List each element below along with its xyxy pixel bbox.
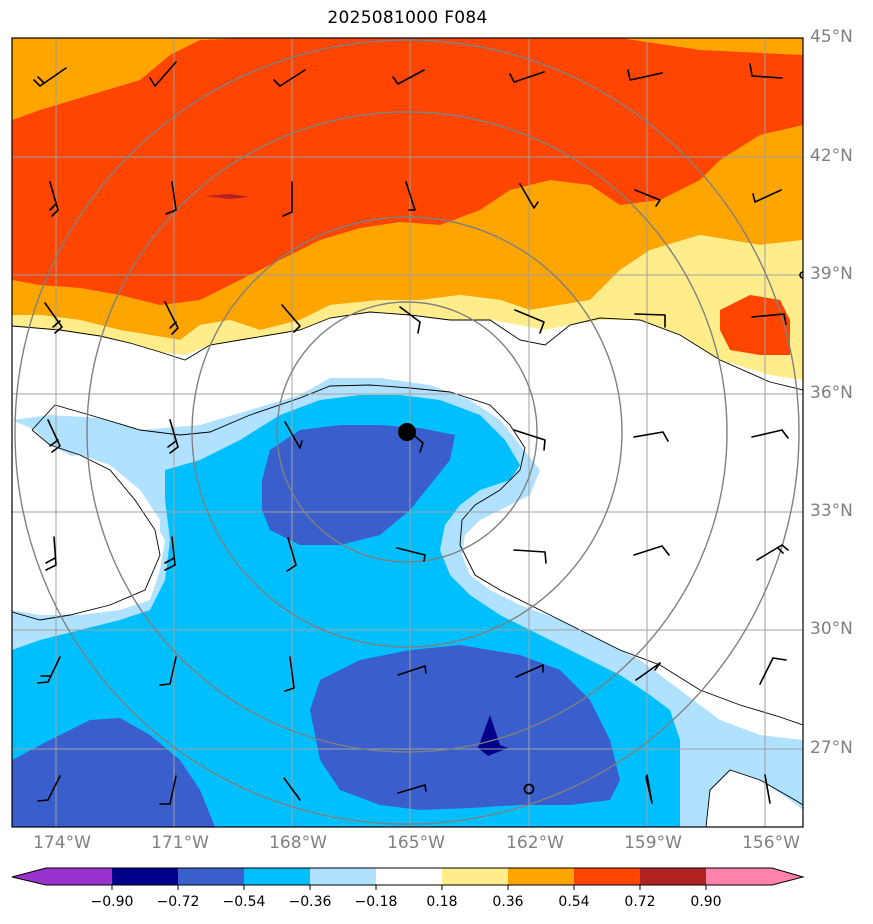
lat-label-36n: 36°N bbox=[810, 383, 853, 403]
field-redorange-patch bbox=[720, 295, 790, 355]
colorbar-tick-label: −0.36 bbox=[288, 894, 332, 910]
lon-label-174w: 174°W bbox=[33, 833, 91, 853]
center-marker bbox=[398, 423, 416, 441]
colorbar-tick-label: 0.90 bbox=[690, 894, 722, 910]
lon-label-162w: 162°W bbox=[506, 833, 564, 853]
colorbar-tick-label: −0.54 bbox=[222, 894, 266, 910]
field-yellow bbox=[12, 235, 803, 380]
field-navy-patch bbox=[478, 715, 508, 756]
field-redorange bbox=[12, 38, 803, 305]
lon-label-171w: 171°W bbox=[151, 833, 209, 853]
open-circle-marker bbox=[523, 783, 535, 795]
wind-barbs bbox=[33, 61, 803, 805]
field-white-west bbox=[12, 455, 160, 610]
map-frame bbox=[11, 37, 804, 828]
lon-label-165w: 165°W bbox=[387, 833, 445, 853]
field-white-se bbox=[706, 770, 803, 827]
colorbar-tick-label: 0.54 bbox=[558, 894, 590, 910]
range-rings bbox=[14, 39, 800, 825]
field-darkred-patch bbox=[205, 194, 250, 199]
lat-label-39n: 39°N bbox=[810, 264, 853, 284]
lat-label-27n: 27°N bbox=[810, 738, 853, 758]
field-midblue-sw bbox=[12, 718, 215, 827]
colorbar-tick-label: 0.72 bbox=[624, 894, 656, 910]
lon-label-168w: 168°W bbox=[269, 833, 327, 853]
lon-label-156w: 156°W bbox=[742, 833, 800, 853]
lat-label-45n: 45°N bbox=[810, 27, 853, 47]
colorbar-tick-label: −0.18 bbox=[354, 894, 398, 910]
map-plot-area bbox=[12, 38, 803, 827]
lat-label-42n: 42°N bbox=[810, 146, 853, 166]
field-midblue-north bbox=[262, 425, 455, 545]
colorbar-extend-low bbox=[12, 868, 46, 885]
colorbar-extend-high bbox=[772, 868, 803, 885]
field-midblue-south bbox=[310, 645, 620, 810]
lat-label-33n: 33°N bbox=[810, 501, 853, 521]
lon-label-159w: 159°W bbox=[624, 833, 682, 853]
colorbar-tick-label: −0.72 bbox=[156, 894, 200, 910]
colorbar bbox=[11, 867, 805, 890]
colorbar-tick-label: 0.36 bbox=[492, 894, 524, 910]
colorbar-tick-label: −0.90 bbox=[90, 894, 134, 910]
map-title: 2025081000 F084 bbox=[327, 8, 488, 28]
lat-label-30n: 30°N bbox=[810, 619, 853, 639]
colorbar-tick-label: 0.18 bbox=[426, 894, 458, 910]
